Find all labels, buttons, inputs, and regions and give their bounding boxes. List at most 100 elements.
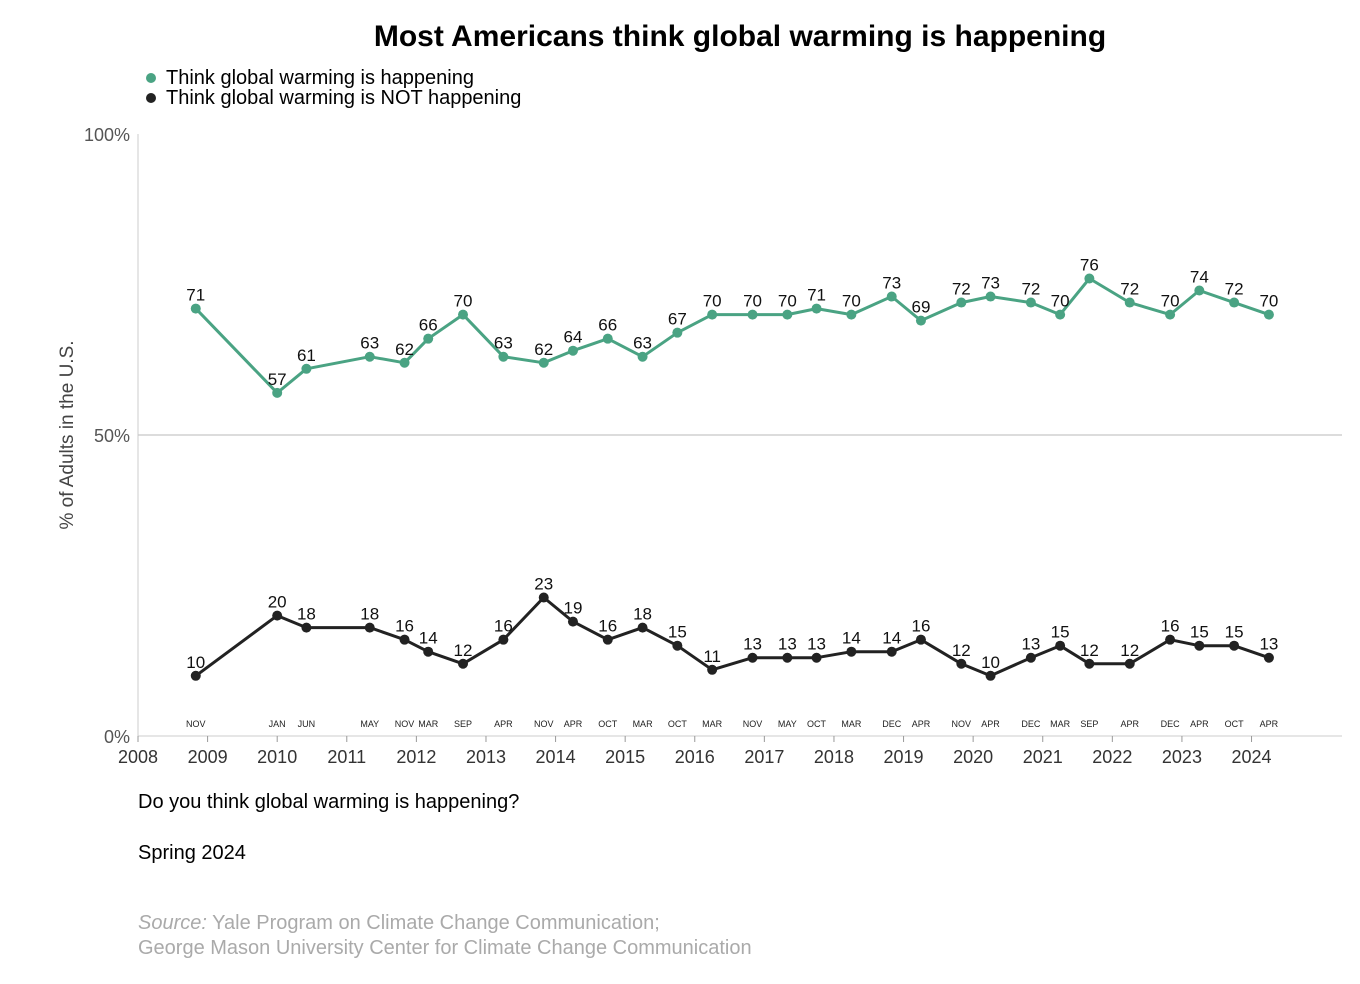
data-label: 71	[807, 286, 826, 305]
x-tick-label: 2021	[1023, 747, 1063, 767]
data-label: 16	[1161, 617, 1180, 636]
data-label: 73	[882, 274, 901, 293]
y-axis-label: % of Adults in the U.S.	[57, 340, 78, 529]
month-label: APR	[1120, 719, 1139, 729]
data-point	[301, 363, 312, 374]
data-point	[637, 622, 648, 633]
data-label: 70	[1259, 292, 1278, 311]
data-label: 14	[419, 629, 438, 648]
legend-marker-not-happening	[146, 93, 156, 103]
data-label: 10	[186, 653, 205, 672]
data-point	[301, 622, 312, 633]
data-label: 19	[564, 599, 583, 618]
data-label: 13	[807, 635, 826, 654]
data-point	[190, 303, 201, 314]
data-label: 66	[598, 316, 617, 335]
data-label: 70	[703, 292, 722, 311]
data-point	[985, 670, 996, 681]
legend-marker-happening	[146, 73, 156, 83]
x-tick-label: 2008	[118, 747, 158, 767]
x-tick-label: 2010	[257, 747, 297, 767]
data-point	[747, 652, 758, 663]
data-point	[1055, 640, 1066, 651]
data-label: 16	[911, 617, 930, 636]
source-line-2: George Mason University Center for Clima…	[138, 937, 752, 959]
data-label: 62	[395, 340, 414, 359]
data-point	[1194, 640, 1205, 651]
series-line-not-happening	[194, 596, 1270, 678]
data-point	[846, 646, 857, 657]
data-point	[423, 646, 434, 657]
month-label: MAY	[360, 719, 379, 729]
data-label: 15	[1190, 623, 1209, 642]
data-label: 70	[842, 292, 861, 311]
month-label: JUN	[298, 719, 316, 729]
month-label: APR	[981, 719, 1000, 729]
data-label: 12	[952, 641, 971, 660]
data-point	[672, 327, 683, 338]
source-label: Source:	[138, 912, 207, 934]
month-label: MAR	[633, 719, 654, 729]
month-label: DEC	[1021, 719, 1041, 729]
series-line-happening	[194, 277, 1270, 395]
data-point	[886, 291, 897, 302]
data-point	[1084, 658, 1095, 669]
data-label: 16	[494, 617, 513, 636]
month-label: APR	[494, 719, 513, 729]
data-label: 63	[633, 334, 652, 353]
data-label: 63	[360, 334, 379, 353]
y-tick-label: 100%	[84, 125, 130, 145]
y-tick-label: 50%	[94, 426, 130, 446]
data-point	[956, 297, 967, 308]
data-label: 57	[268, 370, 287, 389]
data-point	[364, 622, 375, 633]
data-point	[1263, 652, 1274, 663]
data-label: 72	[952, 280, 971, 299]
data-point	[915, 634, 926, 645]
data-point	[1229, 297, 1240, 308]
data-point	[811, 652, 822, 663]
x-tick-label: 2011	[327, 747, 366, 767]
data-label: 15	[1051, 623, 1070, 642]
data-point	[538, 592, 549, 603]
x-tick-label: 2012	[396, 747, 436, 767]
data-label: 12	[1080, 641, 1099, 660]
data-label: 61	[297, 346, 316, 365]
data-point	[364, 351, 375, 362]
data-point	[1165, 309, 1176, 320]
data-point	[1124, 297, 1135, 308]
data-label: 70	[1161, 292, 1180, 311]
data-point	[190, 670, 201, 681]
data-point	[567, 345, 578, 356]
data-label: 15	[1225, 623, 1244, 642]
x-tick-label: 2018	[814, 747, 854, 767]
data-point	[707, 664, 718, 675]
month-label: NOV	[952, 719, 972, 729]
data-label: 72	[1021, 280, 1040, 299]
legend-item-happening: Think global warming is happening	[146, 68, 521, 88]
x-tick-label: 2014	[536, 747, 576, 767]
data-point	[637, 351, 648, 362]
data-label: 74	[1190, 268, 1209, 287]
data-point	[1124, 658, 1135, 669]
data-point	[538, 357, 549, 368]
x-tick-label: 2017	[744, 747, 784, 767]
data-point	[782, 309, 793, 320]
month-label: JAN	[269, 719, 286, 729]
month-label: NOV	[743, 719, 763, 729]
data-label: 76	[1080, 255, 1099, 274]
data-point	[498, 351, 509, 362]
data-point	[458, 658, 469, 669]
data-label: 11	[703, 647, 721, 666]
data-point	[1025, 297, 1036, 308]
month-label: MAR	[1050, 719, 1071, 729]
data-point	[272, 610, 283, 621]
data-point	[915, 315, 926, 326]
month-label: OCT	[598, 719, 618, 729]
month-label: OCT	[1225, 719, 1245, 729]
month-label: OCT	[668, 719, 688, 729]
legend: Think global warming is happening Think …	[146, 68, 521, 108]
data-point	[272, 387, 283, 398]
month-label: NOV	[395, 719, 415, 729]
y-tick-label: 0%	[104, 727, 130, 747]
